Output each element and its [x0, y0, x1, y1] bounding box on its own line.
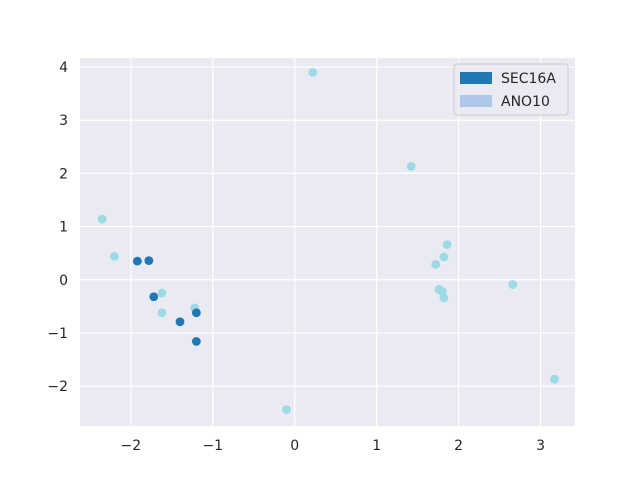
- data-point: [431, 259, 441, 269]
- data-point: [132, 256, 142, 266]
- data-point: [282, 405, 291, 414]
- y-tick-label: 2: [59, 166, 68, 182]
- data-point: [97, 214, 107, 224]
- data-point: [157, 308, 167, 318]
- data-point: [308, 67, 318, 77]
- data-point: [406, 162, 416, 171]
- data-point: [175, 317, 185, 327]
- data-point: [439, 252, 449, 262]
- y-tick-label: 1: [59, 220, 68, 236]
- data-point: [149, 292, 159, 302]
- legend-swatch: [460, 72, 492, 84]
- y-axis-tick-labels: −2 −1 0 1 2 3 4: [47, 60, 68, 395]
- x-axis-tick-labels: −2 −1 0 1 2 3: [120, 438, 545, 454]
- x-tick-label: 0: [290, 438, 299, 454]
- data-point: [550, 374, 559, 384]
- legend: SEC16A ANO10: [453, 63, 569, 116]
- data-point: [442, 240, 452, 250]
- grid-lines: [80, 58, 575, 426]
- x-tick-label: 3: [536, 438, 545, 454]
- y-tick-label: −2: [47, 379, 68, 395]
- y-tick-label: 4: [59, 60, 68, 76]
- plot-background: [80, 58, 575, 426]
- data-point: [144, 256, 154, 266]
- data-point: [439, 293, 449, 303]
- legend-label: SEC16A: [501, 71, 556, 87]
- y-tick-label: 3: [59, 113, 68, 129]
- data-point: [157, 288, 167, 298]
- x-tick-label: −1: [202, 438, 223, 454]
- data-point: [110, 251, 119, 261]
- data-point: [508, 280, 518, 289]
- legend-swatch: [460, 95, 492, 107]
- y-tick-label: 0: [59, 273, 68, 289]
- y-tick-label: −1: [47, 326, 68, 342]
- x-tick-label: −2: [120, 438, 141, 454]
- legend-label: ANO10: [501, 94, 550, 110]
- x-tick-label: 1: [372, 438, 381, 454]
- data-point: [191, 308, 201, 318]
- data-point: [191, 337, 201, 346]
- x-tick-label: 2: [454, 438, 463, 454]
- data-points: [97, 67, 559, 414]
